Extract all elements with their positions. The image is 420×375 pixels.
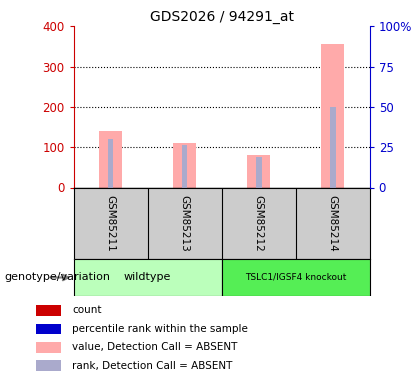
Text: value, Detection Call = ABSENT: value, Detection Call = ABSENT [72, 342, 237, 352]
Bar [36, 342, 61, 352]
Bar [330, 107, 336, 188]
Bar [36, 305, 61, 315]
Bar [74, 259, 222, 296]
Bar [173, 143, 196, 188]
Text: count: count [72, 305, 102, 315]
Text: rank, Detection Call = ABSENT: rank, Detection Call = ABSENT [72, 360, 232, 370]
Bar [36, 324, 61, 334]
Text: percentile rank within the sample: percentile rank within the sample [72, 324, 248, 334]
Title: GDS2026 / 94291_at: GDS2026 / 94291_at [150, 10, 294, 24]
Bar [222, 259, 370, 296]
Bar [36, 360, 61, 370]
Bar [181, 145, 187, 188]
Text: GSM85211: GSM85211 [105, 195, 116, 252]
Text: wildtype: wildtype [124, 273, 171, 282]
Text: GSM85212: GSM85212 [254, 195, 264, 252]
Text: genotype/variation: genotype/variation [4, 273, 110, 282]
Bar [256, 157, 262, 188]
Bar [108, 139, 113, 188]
Text: GSM85214: GSM85214 [328, 195, 338, 252]
Bar [100, 131, 122, 188]
Text: GSM85213: GSM85213 [179, 195, 189, 252]
Bar [321, 44, 344, 188]
Text: TSLC1/IGSF4 knockout: TSLC1/IGSF4 knockout [245, 273, 346, 282]
Bar [247, 155, 270, 188]
